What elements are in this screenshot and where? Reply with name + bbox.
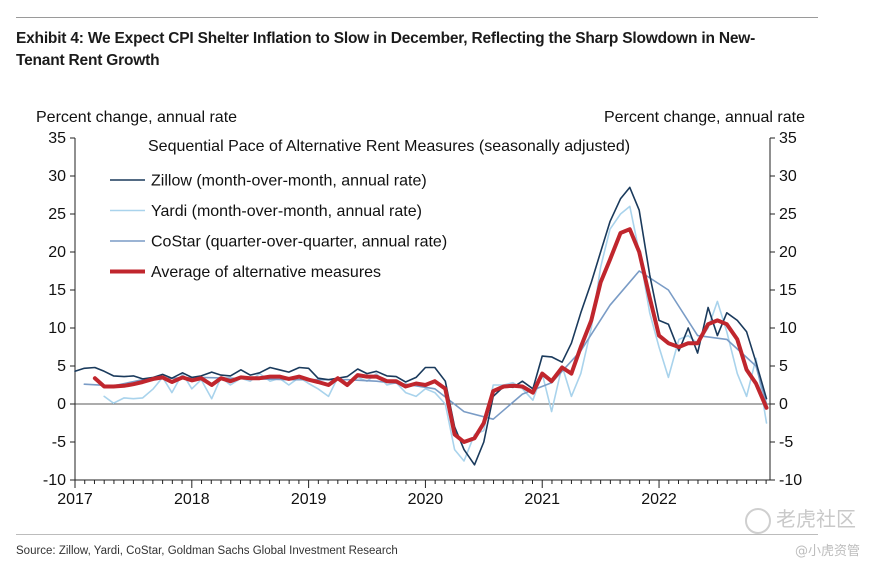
legend-label: Yardi (month-over-month, annual rate) [151,203,422,220]
y-tick-label-left: 15 [48,282,66,299]
legend-label: Average of alternative measures [151,264,381,281]
y-tick-label-right: -10 [779,472,802,489]
legend-label: Zillow (month-over-month, annual rate) [151,173,427,190]
y-tick-label-right: 25 [779,206,797,223]
y-tick-label-left: 20 [48,244,66,261]
y-tick-label-right: 0 [779,396,788,413]
y-tick-label-right: 5 [779,358,788,375]
y-tick-label-left: -5 [52,434,66,451]
y-tick-label-right: 20 [779,244,797,261]
legend: Zillow (month-over-month, annual rate) Ya… [110,173,447,281]
y-tick-label-right: -5 [779,434,793,451]
x-tick-label: 2019 [291,491,327,508]
y-tick-label-left: 25 [48,206,66,223]
series-layer [74,186,769,466]
chart-subtitle: Sequential Pace of Alternative Rent Meas… [148,138,630,155]
x-tick-label: 2022 [641,491,677,508]
y-tick-label-left: 0 [57,396,66,413]
legend-label: CoStar (quarter-over-quarter, annual rat… [151,234,447,251]
x-tick-label: 2018 [174,491,210,508]
bottom-rule [16,534,818,535]
y-tick-label-right: 15 [779,282,797,299]
x-tick-label: 2017 [57,491,93,508]
watermark-logo-icon [745,507,771,534]
top-rule [16,17,818,18]
y-tick-label-left: 30 [48,168,66,185]
series-line-2 [103,205,768,462]
y-tick-label-right: 35 [779,130,797,147]
watermark: 老虎社区 [745,503,856,534]
y-tick-label-right: 10 [779,320,797,337]
watermark-text: 老虎社区 [776,507,856,531]
y-tick-label-left: -10 [43,472,66,489]
y-tick-label-left: 10 [48,320,66,337]
y-axis-label-right: Percent change, annual rate [604,109,805,126]
y-tick-label-right: 30 [779,168,797,185]
y-axis-label-left: Percent change, annual rate [36,109,237,126]
series-line-4 [92,227,769,444]
x-tick-label: 2020 [408,491,444,508]
watermark-handle: @小虎资管 [795,544,861,559]
series-line-3 [83,270,768,420]
source-note: Source: Zillow, Yardi, CoStar, Goldman S… [16,545,398,557]
y-tick-label-left: 35 [48,130,66,147]
exhibit-title: Exhibit 4: We Expect CPI Shelter Inflati… [16,30,756,69]
x-tick-label: 2021 [524,491,560,508]
series-line-1 [74,186,768,466]
y-tick-label-left: 5 [57,358,66,375]
